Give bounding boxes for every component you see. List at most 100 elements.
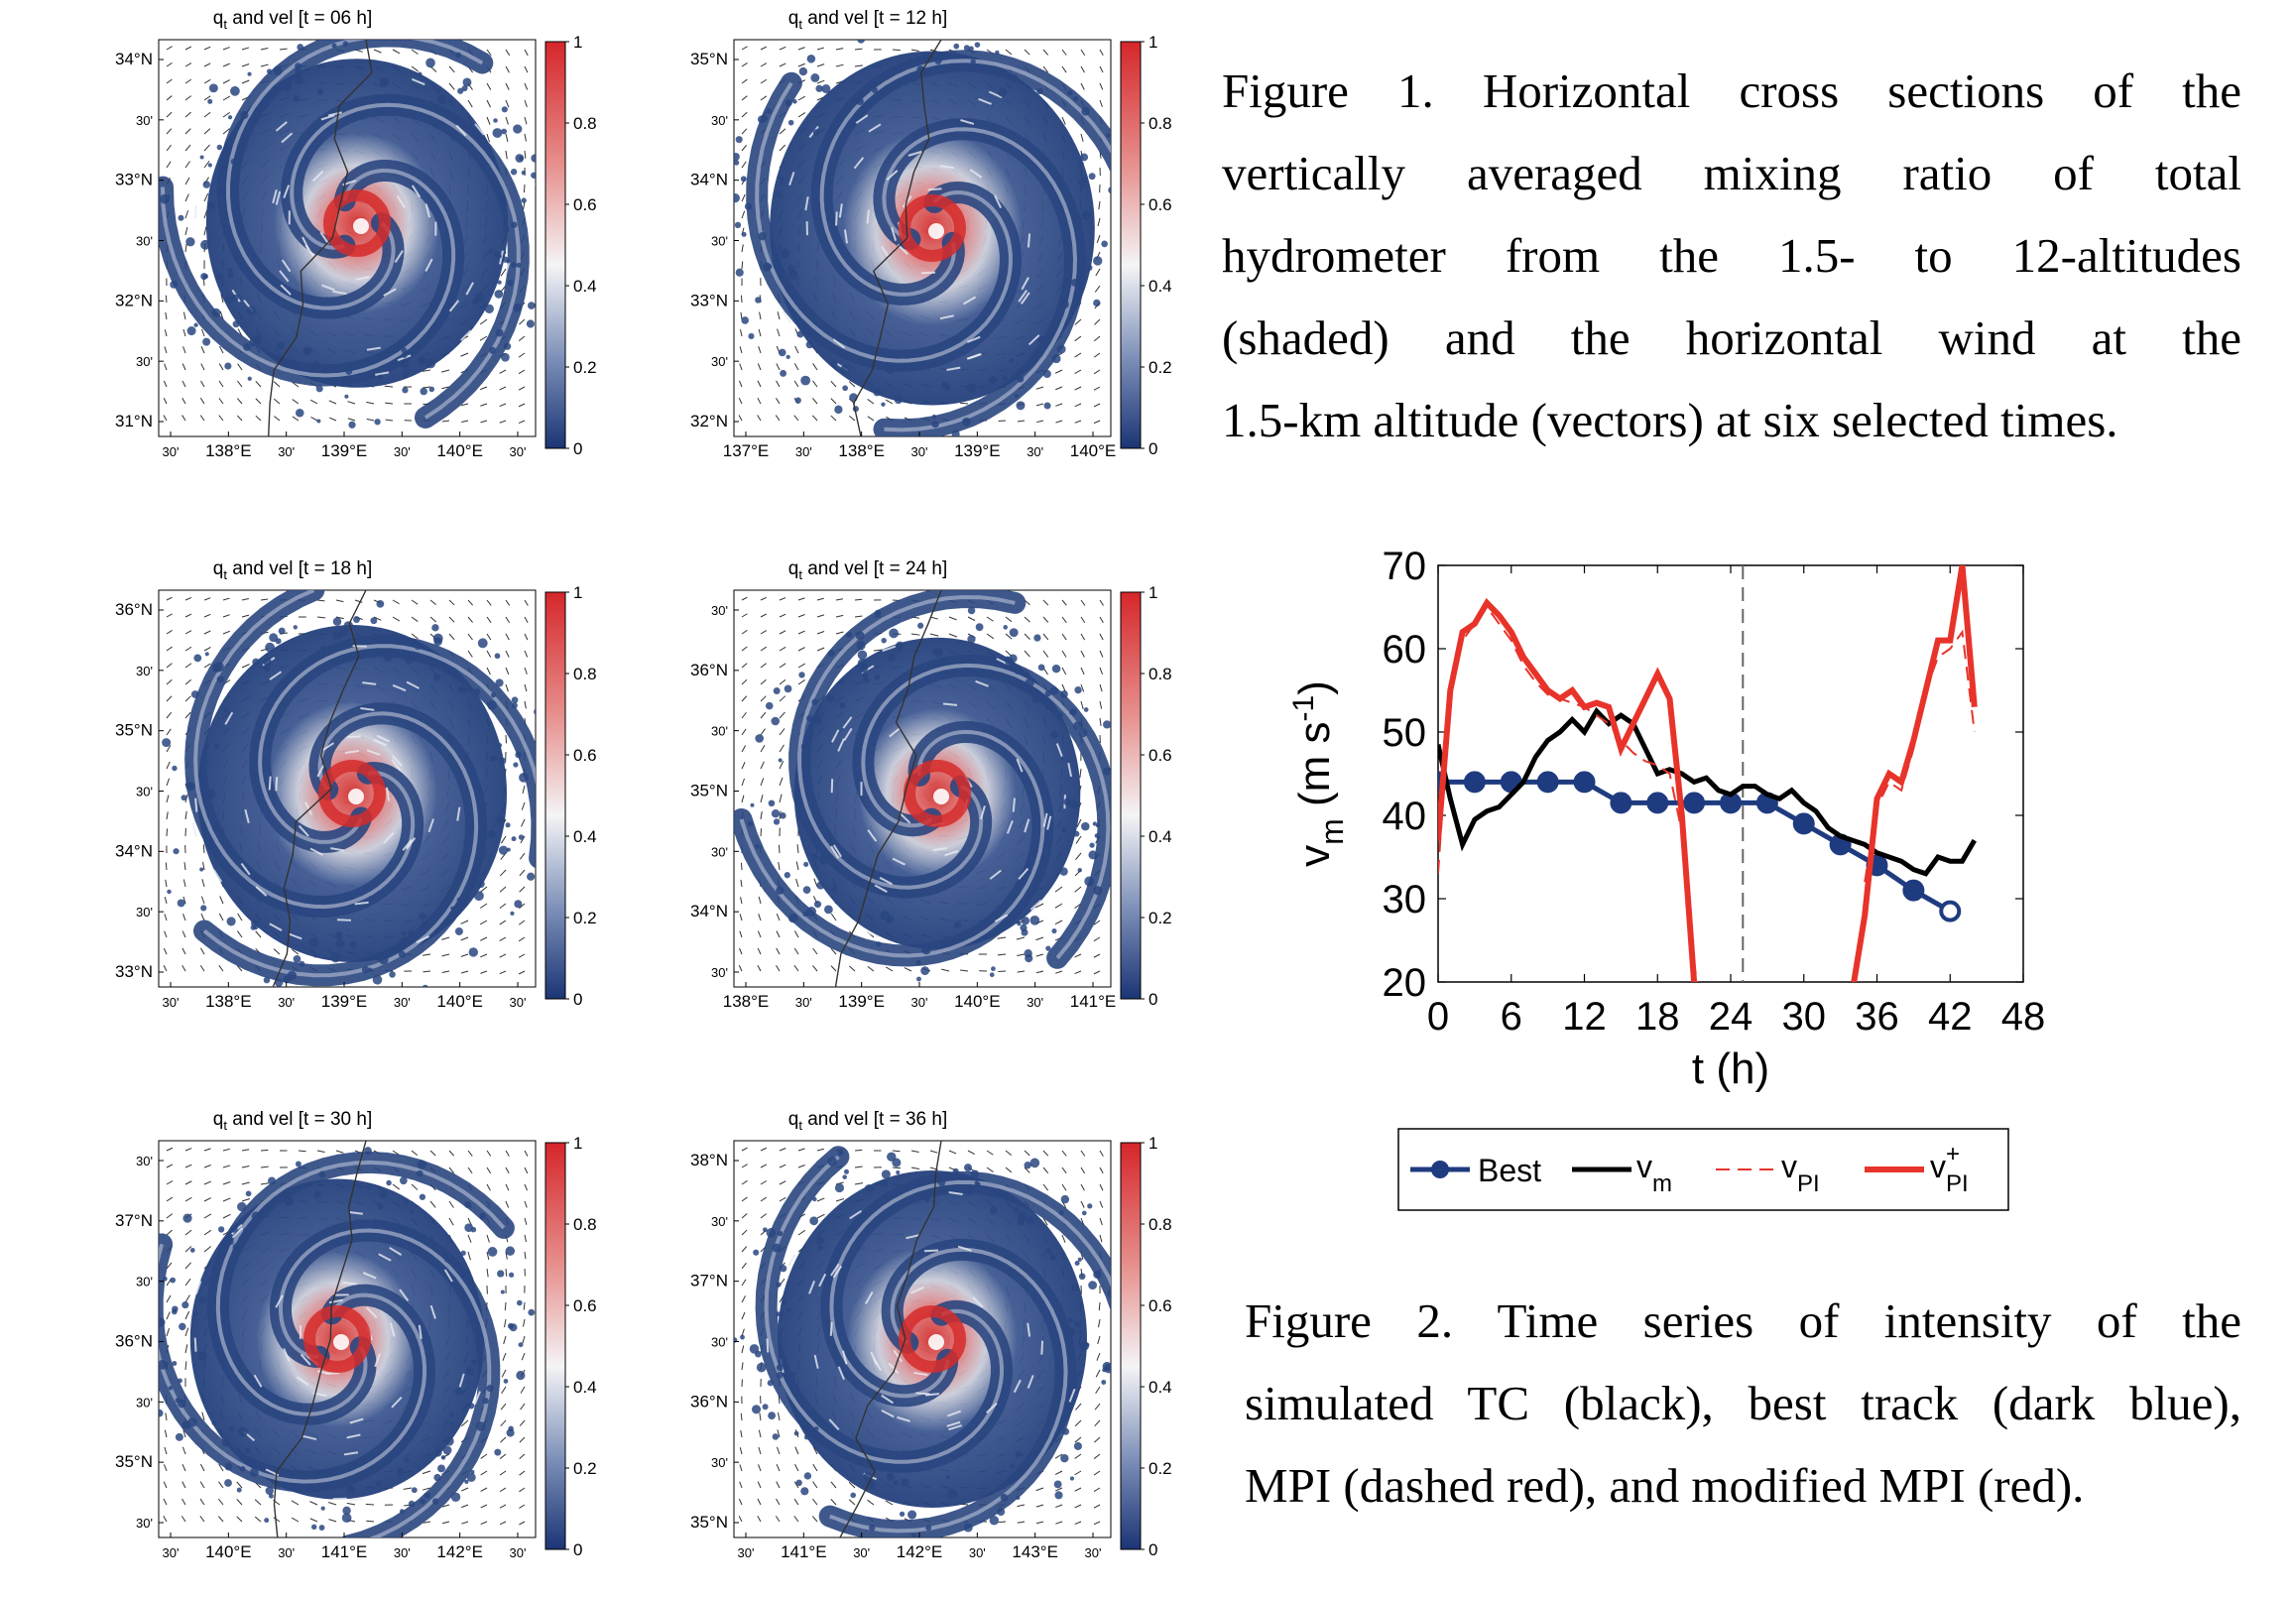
- lon-tick-label: 140°E: [205, 1542, 252, 1561]
- lon-tick-label: 30': [510, 1545, 527, 1560]
- lat-tick-label: 38°N: [690, 1151, 728, 1169]
- x-tick-label: 6: [1501, 995, 1522, 1039]
- lon-tick-label: 30': [1085, 1545, 1102, 1560]
- colorbar-tick-label: 0.2: [1148, 909, 1172, 927]
- colorbar-tick-label: 0.6: [1148, 1296, 1172, 1315]
- caption2-line: Figure 2. Time series of intensity of th…: [1245, 1280, 2241, 1362]
- y-tick-label: 50: [1383, 711, 1427, 755]
- lat-tick-label: 36°N: [115, 600, 153, 619]
- lat-tick-label: 30': [711, 1335, 728, 1350]
- caption1-line: Figure 1. Horizontal cross sections of t…: [1222, 50, 2241, 132]
- colorbar-tick-label: 1: [1148, 583, 1157, 602]
- lon-tick-label: 30': [911, 995, 928, 1010]
- lat-tick-label: 34°N: [115, 50, 153, 68]
- panel-title: qt and vel [t = 36 h]: [788, 1109, 948, 1133]
- best-track-point: [1576, 773, 1594, 791]
- colorbar: [1121, 1143, 1141, 1549]
- lon-tick-label: 30': [795, 995, 812, 1010]
- lon-tick-label: 30': [278, 995, 295, 1010]
- colorbar-tick-label: 0: [1148, 990, 1157, 1009]
- colorbar-tick-label: 0: [573, 990, 582, 1009]
- lon-tick-label: 30': [163, 444, 180, 459]
- caption1-line: 1.5-km altitude (vectors) at six selecte…: [1222, 379, 2241, 461]
- colorbar-tick-label: 0: [1148, 439, 1157, 458]
- colorbar-tick-label: 0.6: [573, 1296, 597, 1315]
- panel-title: qt and vel [t = 24 h]: [788, 558, 948, 582]
- x-tick-label: 48: [2001, 995, 2046, 1039]
- lat-tick-label: 30': [136, 354, 153, 369]
- best-track-point: [1648, 794, 1666, 811]
- best-track-point: [1466, 773, 1484, 791]
- colorbar-tick-label: 0.2: [573, 909, 597, 927]
- caption1-line: hydrometer from the 1.5- to 12-altitudes: [1222, 214, 2241, 297]
- lon-tick-label: 142°E: [436, 1542, 483, 1561]
- lon-tick-label: 30': [795, 444, 812, 459]
- lat-tick-label: 30': [136, 113, 153, 128]
- map-svg: qt and vel [t = 06 h]34°N30'33°N30'32°N3…: [60, 0, 575, 496]
- colorbar-tick-label: 0.2: [1148, 358, 1172, 377]
- colorbar: [545, 42, 565, 448]
- colorbar-tick-label: 0.4: [1148, 1378, 1172, 1397]
- colorbar-tick-label: 1: [1148, 33, 1157, 52]
- lat-tick-label: 35°N: [115, 721, 153, 740]
- lat-tick-label: 30': [711, 1214, 728, 1229]
- lat-tick-label: 36°N: [115, 1332, 153, 1351]
- lon-tick-label: 30': [853, 1545, 870, 1560]
- lon-tick-label: 30': [394, 995, 411, 1010]
- lat-tick-label: 35°N: [690, 1513, 728, 1532]
- colorbar-tick-label: 0.8: [573, 114, 597, 133]
- lon-tick-label: 30': [911, 444, 928, 459]
- lon-tick-label: 30': [163, 1545, 180, 1560]
- colorbar-tick-label: 1: [573, 583, 582, 602]
- lon-tick-label: 30': [278, 444, 295, 459]
- y-tick-label: 30: [1383, 878, 1427, 921]
- lon-tick-label: 140°E: [1070, 441, 1117, 460]
- colorbar: [1121, 42, 1141, 448]
- lon-tick-label: 143°E: [1012, 1542, 1058, 1561]
- y-tick-label: 20: [1383, 961, 1427, 1005]
- map-svg: qt and vel [t = 12 h]35°N30'34°N30'33°N3…: [635, 0, 1150, 496]
- lat-tick-label: 30': [136, 1395, 153, 1410]
- y-tick-label: 60: [1383, 628, 1427, 672]
- lon-tick-label: 30': [969, 1545, 986, 1560]
- colorbar-tick-label: 0.8: [1148, 114, 1172, 133]
- lat-tick-label: 30': [711, 354, 728, 369]
- map-svg: qt and vel [t = 24 h]30'36°N30'35°N30'34…: [635, 551, 1150, 1046]
- lat-tick-label: 30': [136, 785, 153, 799]
- panel-title: qt and vel [t = 06 h]: [213, 8, 373, 32]
- colorbar-tick-label: 0.4: [573, 827, 597, 846]
- lon-tick-label: 30': [1027, 444, 1043, 459]
- colorbar-tick-label: 0.6: [573, 746, 597, 765]
- colorbar-tick-label: 0.8: [573, 1215, 597, 1234]
- lon-tick-label: 30': [510, 995, 527, 1010]
- lat-tick-label: 33°N: [690, 291, 728, 309]
- colorbar-tick-label: 1: [573, 33, 582, 52]
- lat-tick-label: 35°N: [690, 50, 728, 68]
- lon-tick-label: 138°E: [838, 441, 885, 460]
- lon-tick-label: 139°E: [838, 992, 885, 1011]
- lat-tick-label: 30': [711, 844, 728, 859]
- lon-tick-label: 142°E: [897, 1542, 943, 1561]
- colorbar-tick-label: 0.6: [573, 195, 597, 214]
- y-axis-label: vm (m s-1): [1287, 680, 1350, 867]
- best-track-point: [1941, 903, 1959, 921]
- x-tick-label: 12: [1562, 995, 1607, 1039]
- x-tick-label: 18: [1635, 995, 1680, 1039]
- lat-tick-label: 30': [711, 234, 728, 249]
- colorbar-tick-label: 1: [573, 1134, 582, 1153]
- lat-tick-label: 30': [711, 724, 728, 739]
- lat-tick-label: 30': [136, 905, 153, 920]
- lon-tick-label: 139°E: [954, 441, 1001, 460]
- lon-tick-label: 139°E: [321, 992, 368, 1011]
- panel-title: qt and vel [t = 30 h]: [213, 1109, 373, 1133]
- lat-tick-label: 32°N: [115, 291, 153, 309]
- lon-tick-label: 30': [510, 444, 527, 459]
- figure2-caption: Figure 2. Time series of intensity of th…: [1245, 1280, 2241, 1527]
- map-svg: qt and vel [t = 30 h]30'37°N30'36°N30'35…: [60, 1101, 575, 1597]
- x-tick-label: 24: [1709, 995, 1753, 1039]
- lon-tick-label: 141°E: [321, 1542, 368, 1561]
